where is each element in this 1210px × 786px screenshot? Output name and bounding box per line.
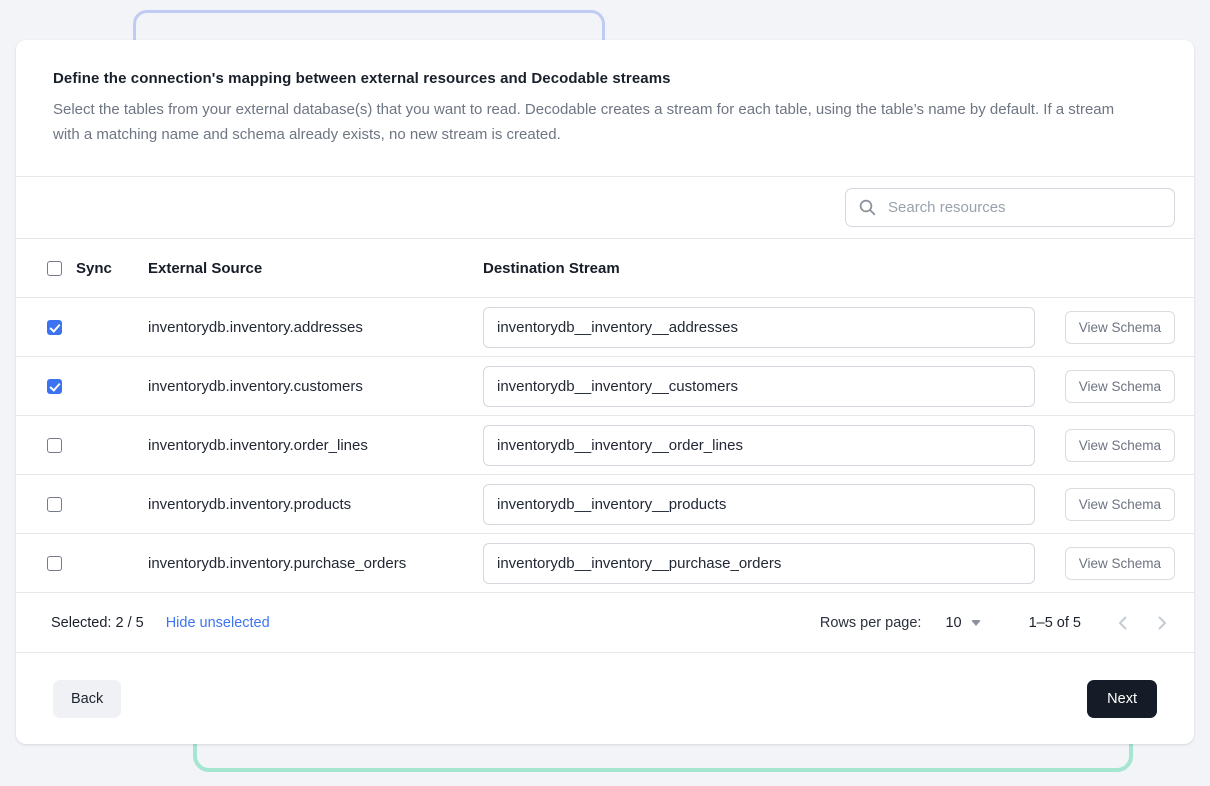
destination-stream-input[interactable] bbox=[483, 542, 1035, 584]
sync-checkbox[interactable] bbox=[47, 437, 62, 453]
view-schema-button[interactable]: View Schema bbox=[1064, 487, 1175, 521]
external-source-label: inventorydb.inventory.products bbox=[148, 495, 352, 513]
table-header-row: Sync External Source Destination Stream bbox=[16, 239, 1194, 298]
rows-per-page-select[interactable]: 10 bbox=[945, 614, 981, 631]
rows-per-page-value: 10 bbox=[945, 614, 962, 631]
dialog-title: Define the connection's mapping between … bbox=[53, 70, 671, 87]
previous-page-button[interactable] bbox=[1109, 610, 1135, 636]
chevron-down-icon bbox=[970, 619, 981, 626]
external-source-label: inventorydb.inventory.customers bbox=[148, 377, 363, 395]
header-sync: Sync bbox=[76, 259, 112, 277]
header-external-source: External Source bbox=[148, 259, 263, 277]
chevron-left-icon bbox=[1118, 616, 1126, 629]
search-input[interactable] bbox=[845, 188, 1175, 227]
destination-stream-input[interactable] bbox=[483, 424, 1035, 466]
external-source-label: inventorydb.inventory.order_lines bbox=[148, 436, 368, 454]
sync-checkbox[interactable] bbox=[47, 555, 62, 571]
view-schema-button[interactable]: View Schema bbox=[1064, 546, 1175, 580]
next-button[interactable]: Next bbox=[1087, 679, 1157, 718]
table-row: inventorydb.inventory.order_lines View S… bbox=[16, 416, 1194, 475]
pagination-bar: Selected: 2 / 5 Hide unselected Rows per… bbox=[16, 593, 1194, 653]
destination-stream-input[interactable] bbox=[483, 483, 1035, 525]
header-destination-stream: Destination Stream bbox=[483, 259, 620, 277]
rows-per-page-label: Rows per page: bbox=[819, 614, 922, 631]
view-schema-button[interactable]: View Schema bbox=[1064, 428, 1175, 462]
destination-stream-input[interactable] bbox=[483, 365, 1035, 407]
external-source-label: inventorydb.inventory.purchase_orders bbox=[148, 554, 407, 572]
table-row: inventorydb.inventory.products View Sche… bbox=[16, 475, 1194, 534]
page-range-label: 1–5 of 5 bbox=[1028, 614, 1081, 631]
back-button[interactable]: Back bbox=[53, 679, 122, 718]
mapping-dialog: Define the connection's mapping between … bbox=[16, 40, 1194, 744]
sync-checkbox[interactable] bbox=[47, 378, 62, 394]
view-schema-button[interactable]: View Schema bbox=[1064, 369, 1175, 403]
search-box bbox=[845, 188, 1175, 227]
table-row: inventorydb.inventory.purchase_orders Vi… bbox=[16, 534, 1194, 593]
dialog-header: Define the connection's mapping between … bbox=[16, 40, 1194, 177]
chevron-right-icon bbox=[1158, 616, 1166, 629]
view-schema-button[interactable]: View Schema bbox=[1064, 310, 1175, 344]
table-toolbar bbox=[16, 177, 1194, 239]
dialog-actions: Back Next bbox=[16, 653, 1194, 744]
selected-summary: Selected: 2 / 5 bbox=[51, 614, 144, 631]
destination-stream-input[interactable] bbox=[483, 306, 1035, 348]
sync-checkbox[interactable] bbox=[47, 319, 62, 335]
hide-unselected-link[interactable]: Hide unselected bbox=[165, 614, 270, 631]
sync-checkbox[interactable] bbox=[47, 496, 62, 512]
select-all-checkbox[interactable] bbox=[47, 260, 62, 276]
table-body: inventorydb.inventory.addresses View Sch… bbox=[16, 298, 1194, 593]
table-row: inventorydb.inventory.addresses View Sch… bbox=[16, 298, 1194, 357]
external-source-label: inventorydb.inventory.addresses bbox=[148, 318, 363, 336]
dialog-description: Select the tables from your external dat… bbox=[53, 101, 1115, 143]
next-page-button[interactable] bbox=[1149, 610, 1175, 636]
table-row: inventorydb.inventory.customers View Sch… bbox=[16, 357, 1194, 416]
